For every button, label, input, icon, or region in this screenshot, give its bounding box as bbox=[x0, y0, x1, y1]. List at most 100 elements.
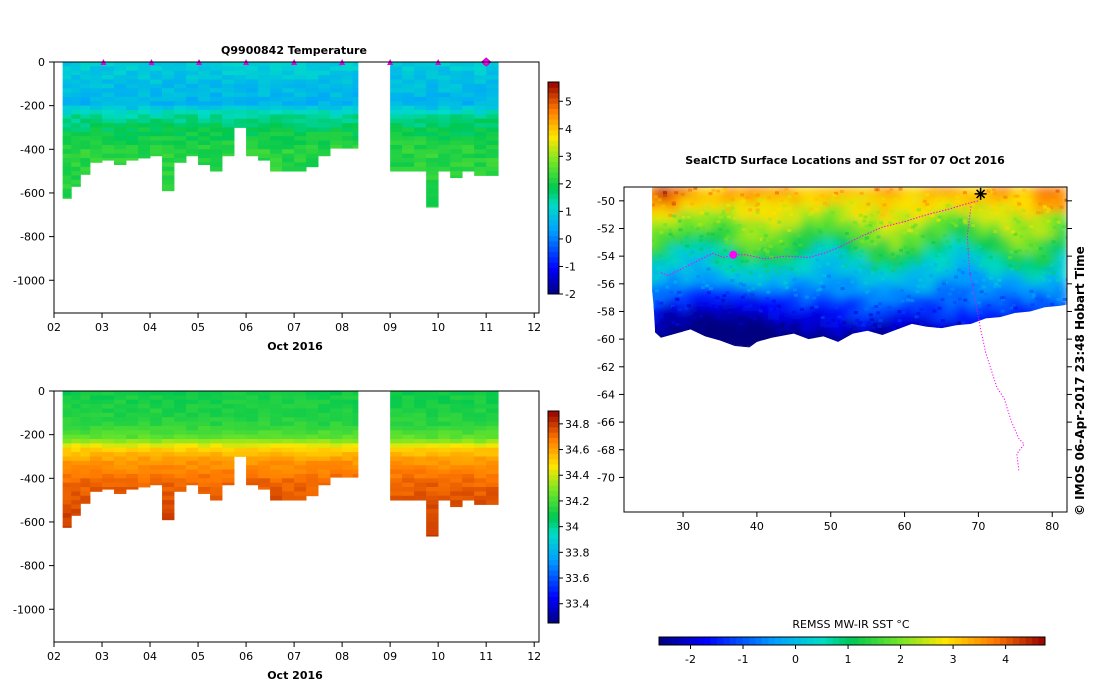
profile-cell bbox=[126, 447, 139, 453]
profile-cell bbox=[210, 391, 223, 396]
sst-cell bbox=[878, 303, 891, 313]
profile-cell bbox=[102, 469, 115, 475]
sst-speckle bbox=[660, 276, 665, 280]
sst-speckle bbox=[640, 211, 644, 214]
profile-cell bbox=[318, 131, 331, 137]
colorbar-tick-label: 2 bbox=[565, 178, 572, 191]
sst-cell bbox=[967, 253, 980, 263]
colorbar-segment bbox=[548, 411, 559, 417]
profile-cell bbox=[138, 473, 151, 479]
sst-speckle bbox=[1064, 198, 1067, 202]
profile-cell bbox=[342, 88, 354, 93]
profile-cell bbox=[414, 482, 427, 488]
sst-cell bbox=[1011, 211, 1024, 222]
profile-cell bbox=[150, 412, 163, 418]
profile-cell bbox=[174, 487, 187, 492]
sst-cell bbox=[912, 261, 925, 271]
sst-speckle bbox=[880, 223, 885, 227]
sst-speckle bbox=[1042, 330, 1047, 334]
profile-cell bbox=[162, 118, 175, 124]
colorbar-segment bbox=[548, 288, 559, 295]
profile-cell bbox=[318, 465, 331, 470]
colorbar-segment bbox=[999, 637, 1007, 645]
sst-cell bbox=[834, 261, 847, 271]
sst-cell bbox=[768, 211, 781, 222]
profile-cell bbox=[486, 391, 499, 396]
sst-speckle bbox=[874, 188, 879, 192]
sst-speckle bbox=[832, 246, 837, 250]
sst-speckle bbox=[656, 266, 661, 270]
sst-speckle bbox=[753, 264, 757, 267]
profile-cell bbox=[198, 460, 211, 466]
profile-cell bbox=[71, 487, 81, 492]
temperature-x-label: Oct 2016 bbox=[267, 340, 323, 353]
profile-cell bbox=[150, 404, 163, 409]
sst-cell bbox=[635, 295, 647, 304]
profile-cell bbox=[270, 105, 283, 111]
sst-speckle bbox=[1000, 232, 1005, 236]
profile-cell bbox=[342, 399, 354, 405]
profile-cell bbox=[71, 110, 81, 115]
profile-cell bbox=[474, 118, 487, 124]
profile-cell bbox=[102, 110, 115, 115]
profile-cell bbox=[450, 92, 463, 98]
profile-cell bbox=[426, 456, 439, 462]
colorbar-frame bbox=[547, 410, 560, 624]
colorbar-segment bbox=[890, 637, 898, 645]
colorbar-segment bbox=[548, 511, 559, 518]
map-y-tick-label: -54 bbox=[597, 250, 615, 263]
profile-cell bbox=[462, 439, 475, 444]
sst-speckle bbox=[795, 268, 799, 272]
profile-cell bbox=[210, 408, 223, 414]
colorbar-segment bbox=[710, 637, 718, 645]
sst-cell bbox=[834, 344, 847, 348]
sst-speckle bbox=[717, 324, 722, 328]
sst-cell bbox=[679, 270, 692, 280]
sst-cell bbox=[624, 262, 636, 271]
profile-cell bbox=[342, 404, 354, 409]
profile-cell bbox=[414, 487, 427, 492]
sst-cell bbox=[690, 228, 703, 238]
profile-cell bbox=[102, 158, 115, 161]
sst-speckle bbox=[842, 321, 847, 325]
profile-cell bbox=[486, 144, 499, 150]
profile-cell bbox=[162, 482, 175, 488]
sst-speckle bbox=[665, 285, 670, 289]
sst-cell bbox=[856, 278, 869, 288]
sst-speckle bbox=[819, 281, 823, 285]
profile-cell bbox=[62, 500, 72, 505]
profile-cell bbox=[258, 105, 271, 111]
profile-cell bbox=[210, 443, 223, 449]
profile-cell bbox=[90, 460, 103, 466]
profile-cell bbox=[198, 443, 211, 449]
profile-cell bbox=[174, 469, 187, 475]
sst-speckle bbox=[777, 331, 782, 335]
profile-cell bbox=[270, 495, 283, 501]
profile-cell bbox=[246, 110, 259, 115]
profile-cell bbox=[486, 473, 499, 479]
sst-speckle bbox=[866, 321, 871, 325]
sst-speckle bbox=[884, 262, 889, 266]
profile-cell bbox=[270, 460, 283, 466]
sst-speckle bbox=[741, 228, 746, 231]
profile-cell bbox=[306, 96, 319, 102]
profile-cell bbox=[438, 482, 451, 488]
sst-cell bbox=[978, 311, 991, 321]
sst-cell bbox=[867, 253, 880, 263]
profile-cell bbox=[222, 434, 235, 440]
profile-cell bbox=[186, 482, 199, 486]
sst-speckle bbox=[933, 263, 938, 267]
profile-cell bbox=[318, 425, 331, 431]
sst-speckle bbox=[1048, 231, 1053, 235]
profile-cell bbox=[138, 469, 151, 475]
profile-cell bbox=[270, 412, 283, 418]
map-x-tick-label: 60 bbox=[898, 520, 912, 533]
sst-speckle bbox=[652, 256, 653, 260]
profile-cell bbox=[126, 101, 139, 107]
sst-cell bbox=[679, 344, 692, 348]
profile-cell bbox=[390, 478, 403, 484]
profile-cell bbox=[318, 70, 331, 76]
sst-cell bbox=[734, 328, 747, 338]
profile-cell bbox=[222, 439, 235, 444]
